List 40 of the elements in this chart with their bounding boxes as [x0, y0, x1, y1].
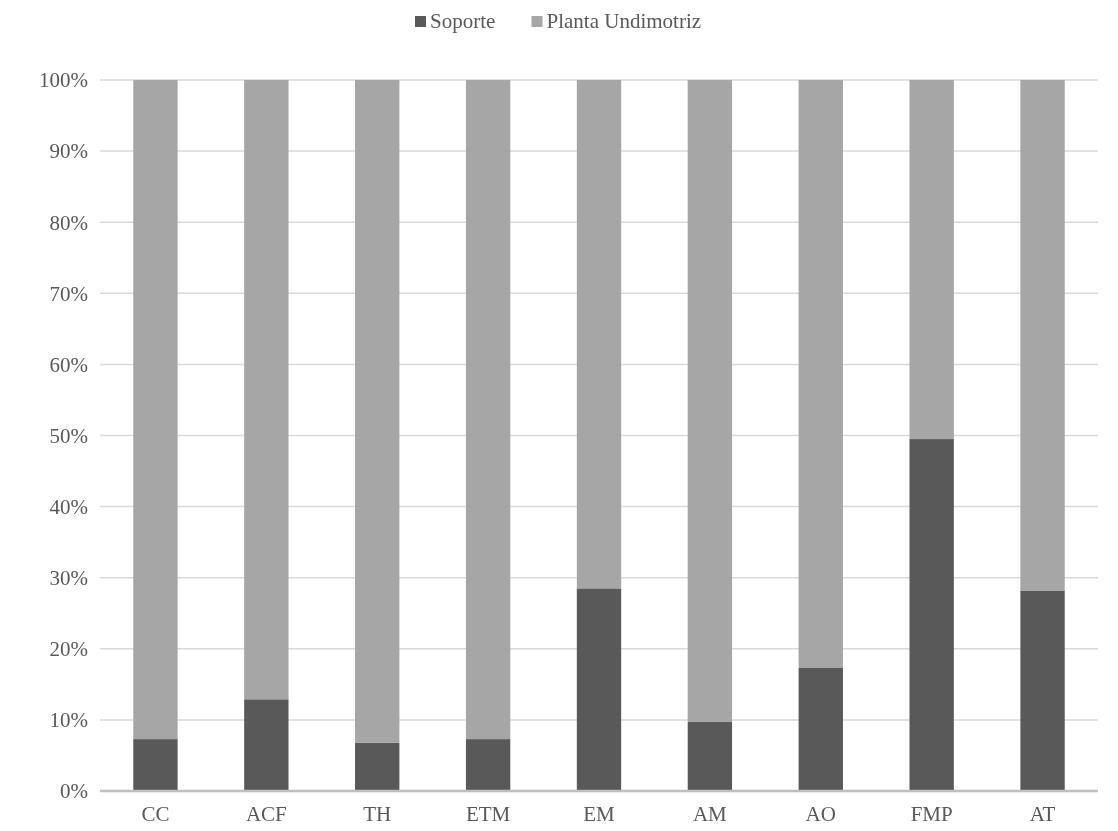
- x-tick-label: AT: [1029, 802, 1056, 826]
- y-tick-label: 30%: [49, 566, 88, 591]
- bar: [1020, 590, 1065, 791]
- x-tick-label: AO: [805, 802, 836, 826]
- y-tick-label: 0%: [60, 779, 88, 804]
- legend-label: Soporte: [430, 9, 496, 33]
- y-tick-label: 50%: [49, 423, 88, 448]
- y-tick-label: 60%: [49, 352, 88, 377]
- bar: [465, 80, 511, 740]
- x-tick-label: FMP: [910, 802, 953, 826]
- y-tick-label: 20%: [49, 637, 88, 662]
- x-tick-label: TH: [363, 802, 392, 826]
- y-tick-label: 70%: [49, 281, 88, 306]
- bar: [798, 80, 843, 668]
- x-tick-label: ACF: [245, 802, 287, 826]
- legend-label: Planta Undimotriz: [546, 9, 702, 33]
- y-tick-label: 10%: [49, 708, 88, 733]
- bar: [244, 699, 289, 791]
- bar: [909, 80, 954, 440]
- y-tick-label: 40%: [49, 494, 88, 519]
- bar: [576, 80, 622, 589]
- bar: [244, 80, 289, 700]
- y-tick-label: 100%: [39, 68, 88, 93]
- x-tick-label: CC: [141, 802, 170, 826]
- bar: [1020, 80, 1065, 591]
- bar: [133, 80, 178, 740]
- bar: [355, 742, 400, 791]
- bar: [687, 80, 733, 723]
- bar: [576, 588, 622, 791]
- bar: [355, 80, 400, 743]
- y-tick-label: 90%: [49, 139, 88, 164]
- bar: [465, 739, 511, 791]
- x-tick-label: EM: [583, 802, 616, 826]
- bar: [687, 722, 733, 791]
- x-tick-label: AM: [692, 802, 728, 826]
- x-tick-label: ETM: [465, 802, 511, 826]
- y-tick-label: 80%: [49, 210, 88, 235]
- bar: [798, 668, 843, 791]
- bar: [133, 739, 178, 791]
- bar: [909, 439, 954, 791]
